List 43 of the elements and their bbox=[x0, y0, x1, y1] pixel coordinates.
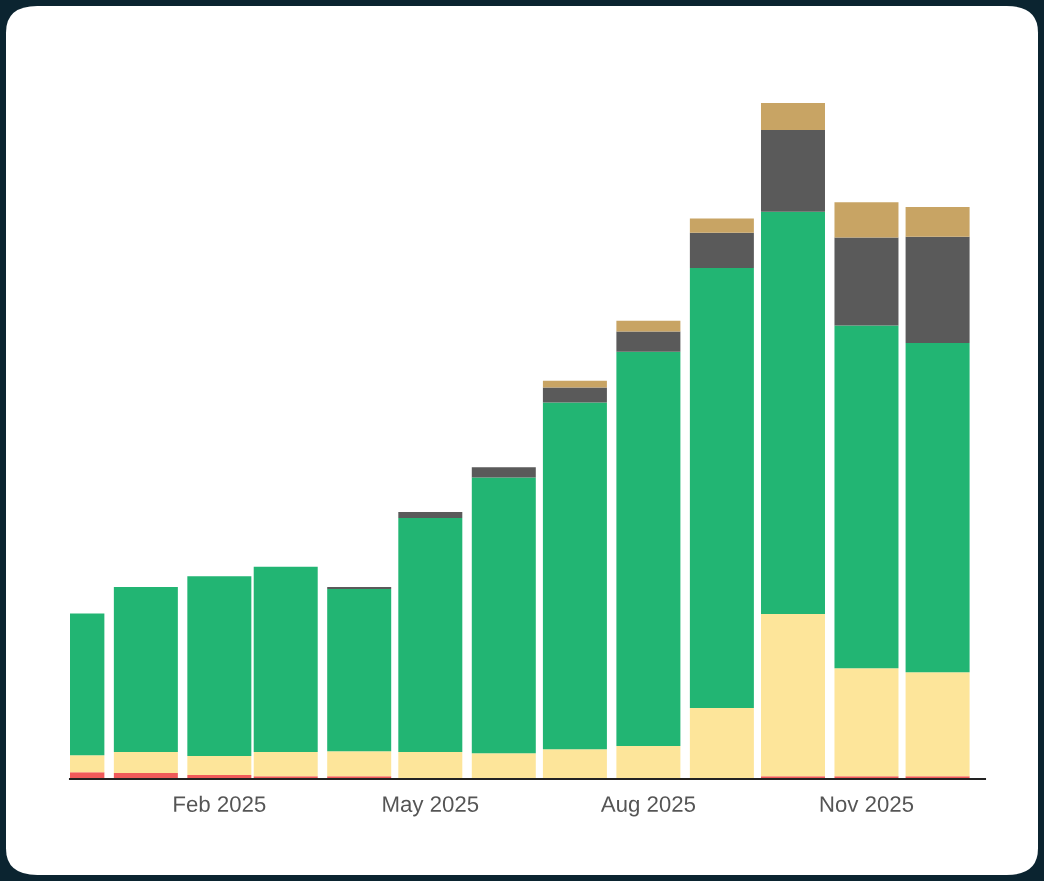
bar bbox=[834, 202, 899, 238]
x-tick-label: Aug 2025 bbox=[600, 796, 696, 817]
bar bbox=[760, 614, 825, 777]
bar bbox=[760, 130, 825, 212]
bar bbox=[113, 751, 178, 773]
bar bbox=[542, 749, 607, 779]
bar bbox=[905, 672, 970, 777]
bar bbox=[834, 668, 899, 777]
bar bbox=[187, 576, 252, 757]
bar bbox=[253, 751, 318, 777]
bar bbox=[471, 477, 536, 754]
bar bbox=[905, 342, 970, 673]
bar bbox=[616, 745, 681, 779]
bar bbox=[398, 511, 463, 519]
bar bbox=[542, 387, 607, 403]
bar bbox=[905, 207, 970, 237]
bar bbox=[689, 232, 754, 268]
bar bbox=[616, 320, 681, 332]
bar bbox=[760, 103, 825, 131]
bar bbox=[542, 402, 607, 750]
bar bbox=[471, 467, 536, 478]
bar bbox=[327, 587, 392, 590]
bar bbox=[398, 751, 463, 779]
bar bbox=[187, 756, 252, 775]
bar bbox=[542, 380, 607, 388]
bar bbox=[253, 566, 318, 752]
bar bbox=[398, 518, 463, 752]
bar bbox=[905, 236, 970, 343]
bar bbox=[834, 325, 899, 669]
x-tick-label: May 2025 bbox=[383, 796, 479, 817]
bar bbox=[327, 589, 392, 752]
x-tick-label: Feb 2025 bbox=[174, 795, 266, 812]
bar bbox=[616, 351, 681, 746]
bar bbox=[689, 218, 754, 233]
bar bbox=[113, 587, 178, 752]
bar bbox=[616, 331, 681, 352]
bar bbox=[327, 751, 392, 777]
bar bbox=[834, 237, 899, 326]
bar bbox=[471, 753, 536, 779]
bar bbox=[689, 708, 754, 779]
x-tick-label: Nov 2025 bbox=[820, 796, 914, 812]
bar bbox=[689, 267, 754, 709]
bar bbox=[760, 211, 825, 615]
